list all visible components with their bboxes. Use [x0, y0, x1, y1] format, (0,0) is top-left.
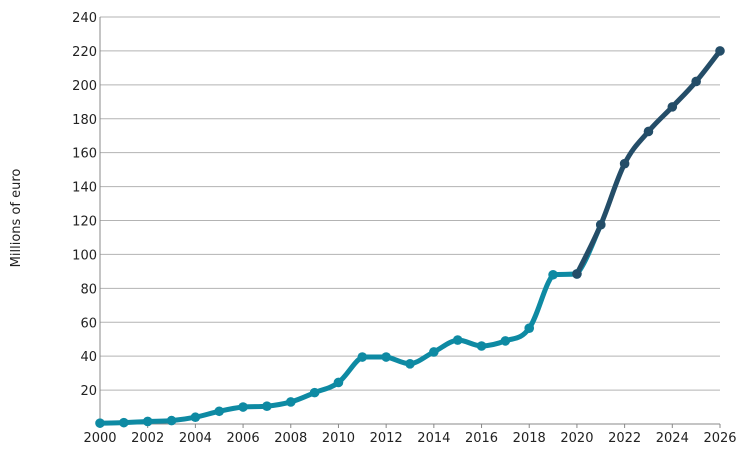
data-point-historical-2005 — [214, 406, 225, 417]
data-point-forecast-2023 — [643, 126, 654, 137]
x-tick-label-2024: 2024 — [656, 431, 689, 446]
y-tick-label-180: 180 — [72, 113, 97, 128]
y-axis-title: Millions of euro — [9, 169, 24, 268]
x-tick-label-2004: 2004 — [179, 431, 212, 446]
data-point-historical-2013 — [405, 358, 415, 369]
x-tick-label-2012: 2012 — [370, 431, 403, 446]
x-tick-label-2026: 2026 — [703, 431, 736, 446]
y-tick-label-20: 20 — [80, 384, 97, 399]
data-point-forecast-2022 — [619, 158, 630, 169]
data-point-historical-2010 — [333, 377, 344, 388]
data-point-forecast-2024 — [667, 102, 678, 112]
x-tick-label-2016: 2016 — [465, 431, 498, 446]
x-tick-label-2018: 2018 — [513, 431, 546, 446]
x-tick-labels: 2000 2002 2004 2006 2008 2010 2012 2014 2016 2018… — [83, 431, 736, 446]
data-point-historical-2001 — [119, 417, 129, 428]
data-point-historical-2004 — [190, 412, 201, 423]
data-point-historical-2014 — [429, 347, 439, 357]
data-point-historical-2008 — [285, 397, 296, 407]
x-tick-label-2010: 2010 — [322, 431, 355, 446]
x-tick-label-2006: 2006 — [227, 431, 260, 446]
data-point-historical-2007 — [262, 401, 272, 411]
y-tick-label-80: 80 — [80, 282, 97, 297]
data-point-historical-2009 — [309, 387, 320, 398]
y-tick-label-140: 140 — [72, 181, 97, 196]
data-point-forecast-2025 — [691, 76, 701, 87]
data-point-historical-2011 — [357, 352, 368, 362]
data-point-historical-2012 — [381, 352, 391, 362]
data-point-forecast-2026 — [715, 46, 725, 56]
y-tick-label-220: 220 — [72, 45, 97, 60]
x-tick-label-2002: 2002 — [131, 431, 164, 446]
x-tick-label-2008: 2008 — [274, 431, 307, 446]
data-point-historical-2017 — [500, 336, 511, 346]
data-point-historical-2018 — [524, 323, 535, 333]
data-point-forecast-2021 — [595, 219, 606, 230]
x-tick-label-2020: 2020 — [560, 431, 593, 446]
data-point-historical-2016 — [476, 341, 487, 351]
y-tick-label-200: 200 — [72, 79, 97, 94]
x-tick-label-2000: 2000 — [83, 431, 116, 446]
data-point-historical-2000 — [95, 418, 105, 428]
x-tick-label-2022: 2022 — [608, 431, 641, 446]
y-tick-label-60: 60 — [80, 316, 97, 331]
data-point-historical-2002 — [142, 416, 153, 427]
series-line-historical — [97, 222, 604, 426]
data-point-historical-2019 — [548, 269, 558, 280]
series-points — [95, 46, 725, 428]
y-tick-label-100: 100 — [72, 248, 97, 263]
data-point-historical-2003 — [166, 415, 177, 426]
data-point-forecast-2020 — [572, 269, 582, 279]
y-tick-labels: 20 40 60 80 100 120 140 160 180 200 220 240 — [72, 11, 97, 399]
y-tick-label-160: 160 — [72, 147, 97, 162]
data-point-historical-2006 — [238, 402, 248, 412]
gridlines — [100, 16, 720, 391]
data-point-historical-2015 — [452, 335, 463, 345]
axes — [99, 17, 721, 428]
y-tick-label-40: 40 — [80, 350, 97, 365]
x-tick-label-2014: 2014 — [417, 431, 450, 446]
y-tick-label-120: 120 — [72, 215, 97, 230]
y-tick-label-240: 240 — [72, 11, 97, 26]
